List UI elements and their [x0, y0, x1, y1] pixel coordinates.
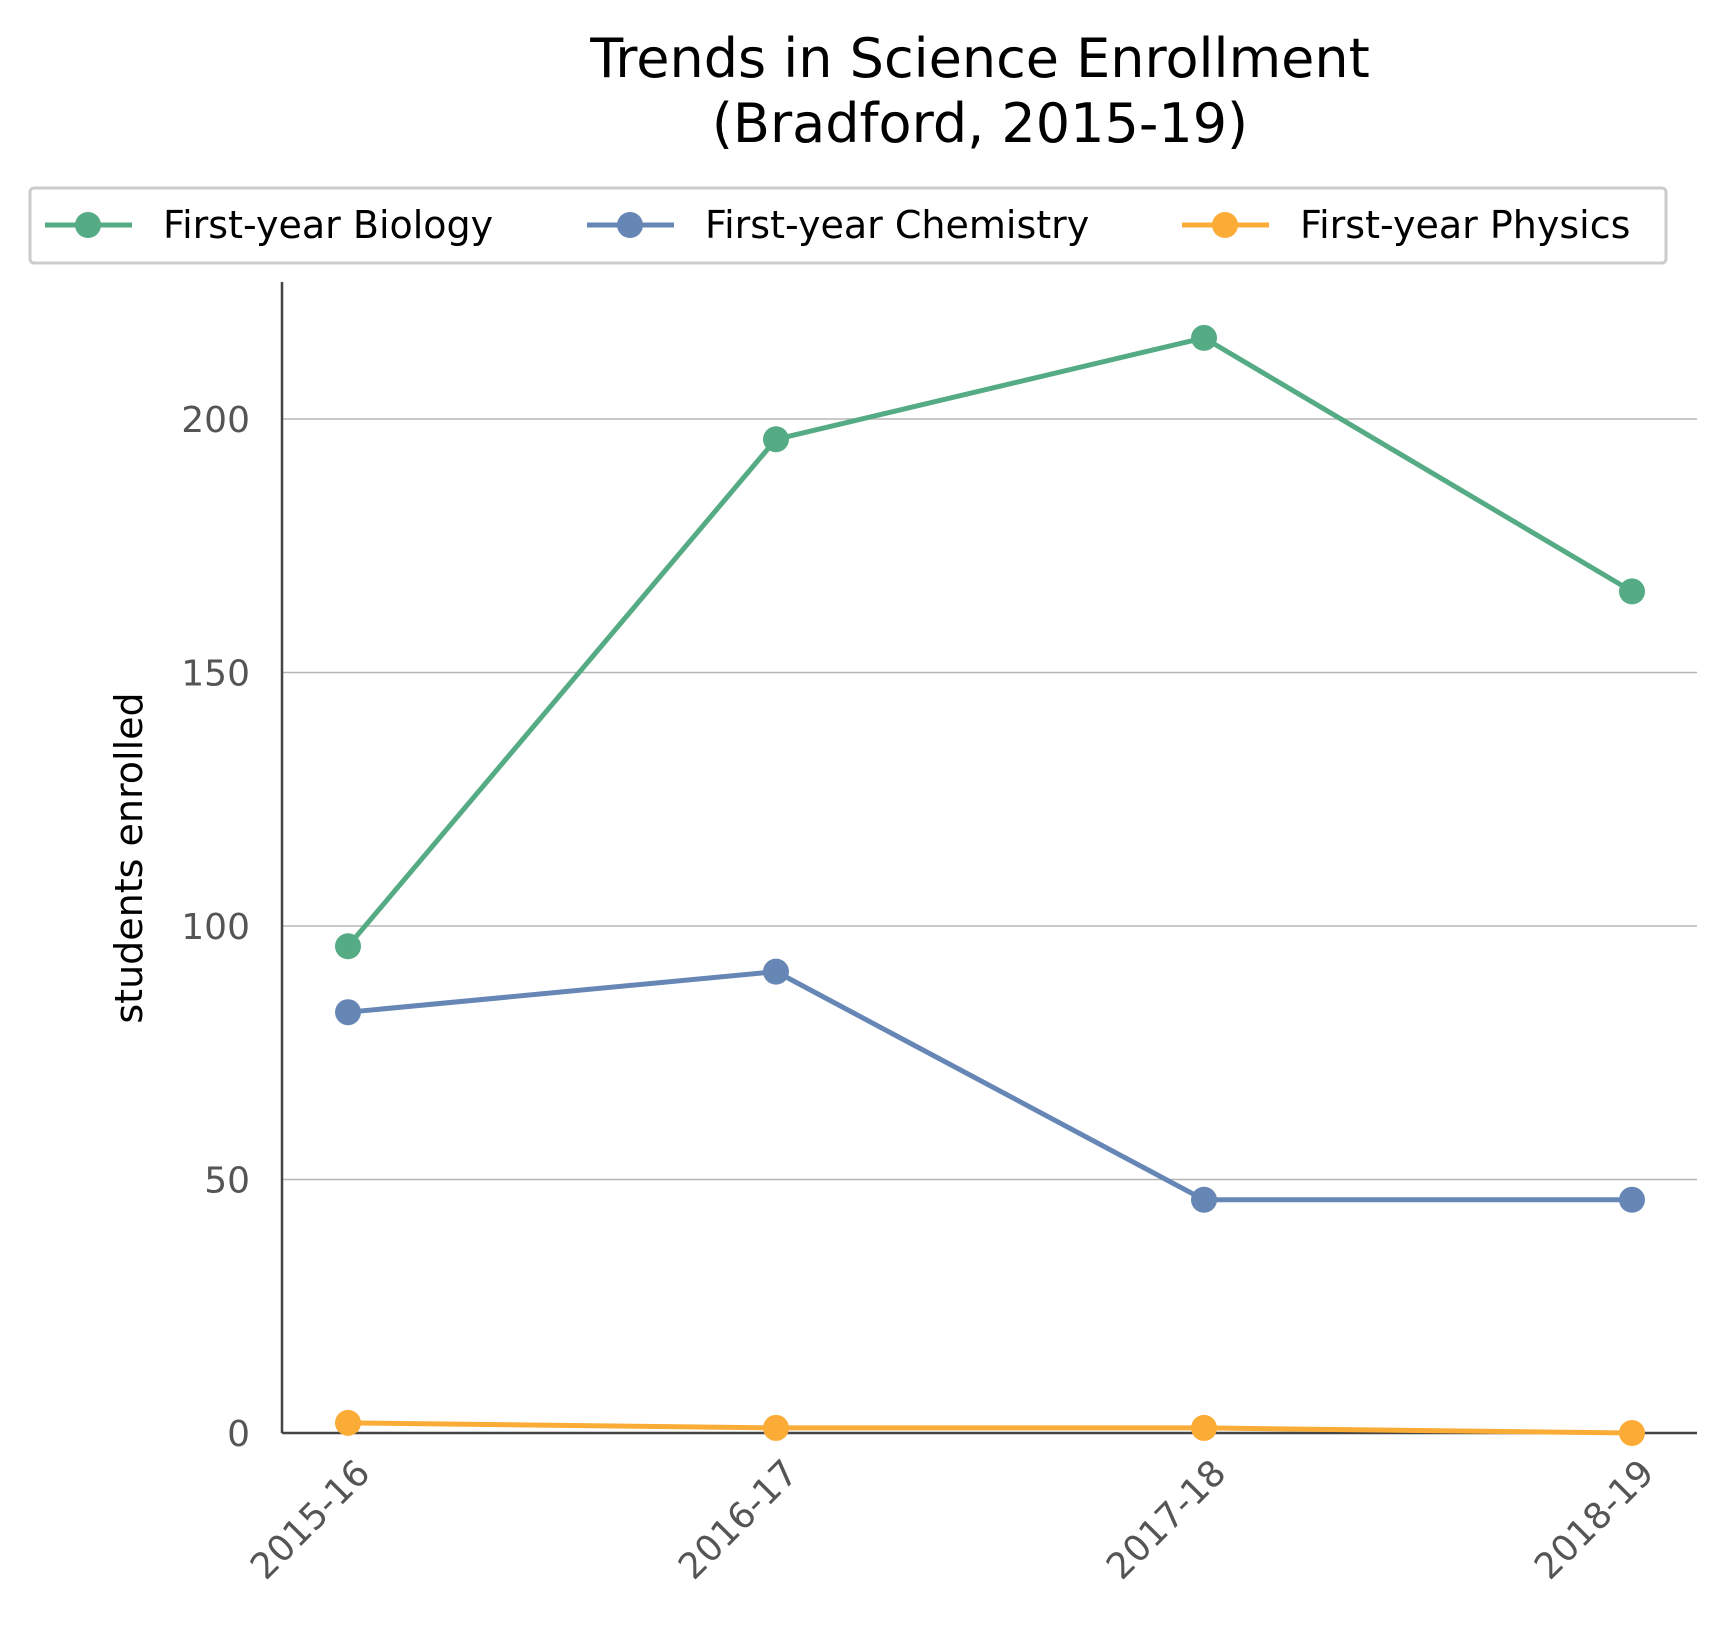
- y-tick-label-50: 50: [204, 1161, 250, 1202]
- series-1: [335, 324, 1645, 960]
- legend-marker-2: [617, 212, 643, 238]
- data-point-3-2: [763, 1414, 789, 1441]
- y-tick-label-100: 100: [181, 907, 250, 948]
- data-point-1-1: [335, 933, 361, 960]
- legend-label-3: First-year Physics: [1300, 203, 1630, 247]
- y-axis-label: students enrolled: [107, 692, 151, 1023]
- data-point-1-2: [763, 426, 789, 453]
- legend-label-2: First-year Chemistry: [705, 203, 1089, 247]
- data-point-2-3: [1191, 1186, 1217, 1213]
- chart-title: Trends in Science Enrollment (Bradford, …: [589, 27, 1370, 155]
- series-line-3: [347, 1420, 1633, 1436]
- legend-item-2: First-year Chemistry: [587, 203, 1089, 247]
- legend-marker-3: [1212, 212, 1238, 238]
- gridlines: [282, 418, 1697, 1181]
- x-tick-label-2016-17: 2016-17: [671, 1452, 806, 1587]
- chart-title-line-2: (Bradford, 2015-19): [712, 92, 1248, 155]
- legend-label-1: First-year Biology: [163, 203, 493, 247]
- x-tick-label-2017-18: 2017-18: [1099, 1452, 1234, 1587]
- series-3: [335, 1409, 1645, 1446]
- x-tick-label-2018-19: 2018-19: [1527, 1452, 1662, 1587]
- y-tick-label-200: 200: [181, 400, 250, 441]
- data-point-3-1: [335, 1409, 361, 1436]
- data-point-2-1: [335, 999, 361, 1026]
- series-2: [335, 958, 1645, 1213]
- chart-title-line-1: Trends in Science Enrollment: [589, 27, 1370, 90]
- legend-item-3: First-year Physics: [1182, 203, 1630, 247]
- y-tick-labels: 0 50 100 150 200: [181, 400, 250, 1455]
- legend: First-year Biology First-year Chemistry Fi…: [28, 186, 1668, 265]
- series-line-1: [346, 335, 1634, 948]
- data-point-3-4: [1619, 1420, 1645, 1446]
- data-point-3-3: [1191, 1414, 1217, 1441]
- data-point-2-4: [1619, 1186, 1645, 1213]
- data-point-1-3: [1191, 324, 1217, 351]
- x-tick-labels: 2015-16 2016-17 2017-18 2018-19: [243, 1452, 1662, 1587]
- legend-marker-1: [75, 212, 101, 238]
- data-point-2-2: [763, 958, 789, 985]
- series-line-2: [347, 969, 1632, 1203]
- y-tick-label-0: 0: [227, 1414, 250, 1455]
- legend-box: [28, 186, 1668, 265]
- axes: [280, 282, 1697, 1435]
- series-layer: [335, 324, 1645, 1446]
- x-tick-label-2015-16: 2015-16: [243, 1452, 378, 1587]
- data-point-1-4: [1619, 578, 1645, 605]
- y-tick-label-150: 150: [181, 654, 250, 695]
- legend-item-1: First-year Biology: [45, 203, 493, 247]
